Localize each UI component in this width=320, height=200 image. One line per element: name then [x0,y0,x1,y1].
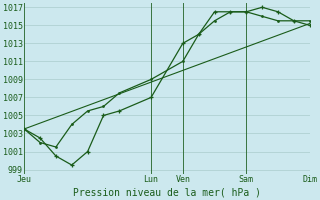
X-axis label: Pression niveau de la mer( hPa ): Pression niveau de la mer( hPa ) [73,187,261,197]
